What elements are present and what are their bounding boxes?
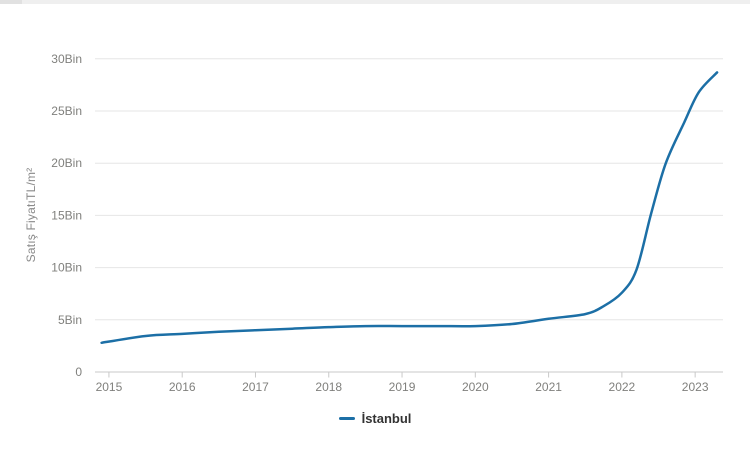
y-tick-label: 0	[75, 365, 82, 379]
y-tick-label: 10Bin	[51, 261, 82, 275]
y-tick-label: 5Bin	[58, 313, 82, 327]
x-tick-label: 2022	[609, 380, 636, 394]
istanbul-series-line[interactable]	[100, 71, 719, 345]
legend-item-istanbul[interactable]: İstanbul	[338, 410, 412, 426]
plot-area: 0 5Bin 10Bin 15Bin 20Bin 25Bin 30Bin 2015 2016 20…	[51, 52, 723, 394]
y-tick-label: 25Bin	[51, 104, 82, 118]
legend-label: İstanbul	[361, 410, 412, 426]
x-tick-label: 2015	[96, 380, 123, 394]
x-tick-label: 2017	[242, 380, 269, 394]
y-tick-label: 30Bin	[51, 52, 82, 66]
top-border	[0, 0, 750, 4]
x-tick-label: 2019	[389, 380, 416, 394]
top-border-accent	[0, 0, 22, 4]
y-tick-label: 15Bin	[51, 208, 82, 222]
legend-line-marker	[338, 416, 355, 420]
y-tick-label: 20Bin	[51, 156, 82, 170]
x-tick-label: 2021	[535, 380, 562, 394]
x-tick-label: 2016	[169, 380, 196, 394]
y-axis-title: Satış FiyatıTL/m²	[24, 167, 38, 263]
x-tick-label: 2023	[682, 380, 709, 394]
legend: İstanbul	[0, 406, 750, 430]
x-tick-label: 2018	[315, 380, 342, 394]
x-tick-label: 2020	[462, 380, 489, 394]
